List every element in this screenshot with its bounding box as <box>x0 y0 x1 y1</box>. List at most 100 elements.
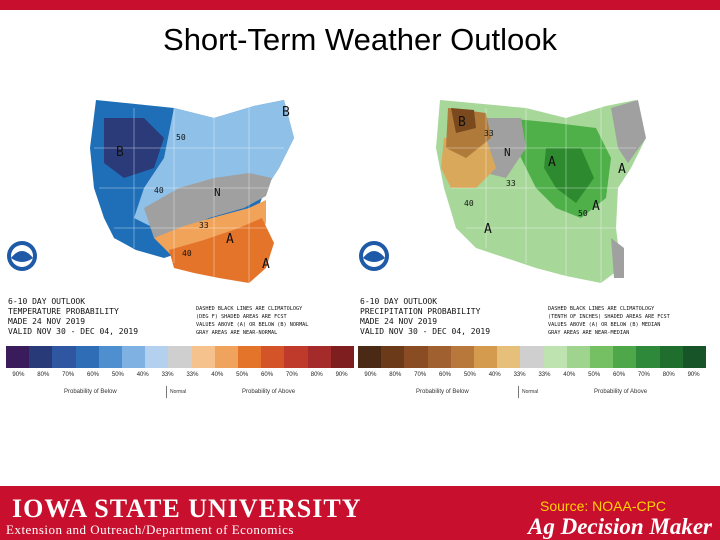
temp-map-label: A <box>226 232 234 247</box>
legend-percent: 50% <box>463 372 476 378</box>
legend-swatch <box>474 346 498 368</box>
precip-map-label: A <box>548 155 556 170</box>
legend-swatch <box>330 346 355 368</box>
legend-swatch <box>590 346 614 368</box>
precip-map-label: A <box>484 222 492 237</box>
legend-percent: 60% <box>613 372 626 378</box>
legend-swatch <box>261 346 285 368</box>
legend-above-label: Probability of Above <box>594 389 648 395</box>
brand-wordmark: Ag Decision Maker <box>528 514 712 539</box>
precip-header-line: MADE 24 NOV 2019 <box>360 317 437 326</box>
temp-region-near-normal <box>144 173 272 238</box>
legend-percent: 70% <box>285 372 298 378</box>
temp-map-label: 33 <box>199 221 209 230</box>
legend-percent: 33% <box>161 372 174 378</box>
legend-percent: 80% <box>662 372 675 378</box>
precip-map-label: 50 <box>578 209 588 218</box>
legend-percent: 60% <box>261 372 274 378</box>
legend-percent: 70% <box>62 372 75 378</box>
legend-percent: 90% <box>335 372 348 378</box>
noaa-logo-icon <box>7 241 37 271</box>
legend-percent: 50% <box>588 372 601 378</box>
precip-note-line: VALUES ABOVE (A) OR BELOW (B) MEDIAN <box>548 322 660 328</box>
temp-map-label: B <box>282 105 290 120</box>
legend-swatch <box>427 346 451 368</box>
legend-swatch <box>238 346 262 368</box>
footer-bar <box>0 486 720 540</box>
legend-percent: 50% <box>236 372 249 378</box>
legend-percent: 60% <box>87 372 100 378</box>
legend-percent: 80% <box>37 372 50 378</box>
precip-note-line: DASHED BLACK LINES ARE CLIMATOLOGY <box>548 306 655 312</box>
temp-map-label: 50 <box>176 133 186 142</box>
legend-swatch <box>6 346 30 368</box>
precip-header-line: VALID NOV 30 - DEC 04, 2019 <box>360 327 490 336</box>
legend-percent: 90% <box>364 372 377 378</box>
legend-swatch <box>381 346 405 368</box>
legend-percent: 40% <box>211 372 224 378</box>
temperature-outlook-map: B B A A N 50 40 33 40 6-10 DAY OUTLOOK T… <box>4 78 356 346</box>
legend-swatch <box>145 346 169 368</box>
precip-map-label: A <box>618 162 626 177</box>
legend-swatch <box>566 346 591 368</box>
legend-normal-label: Normal <box>522 389 539 395</box>
temp-note-line: GRAY AREAS ARE NEAR-NORMAL <box>196 330 277 336</box>
temp-map-label: 40 <box>182 249 192 258</box>
legend-percent: 40% <box>136 372 149 378</box>
temp-header-line: TEMPERATURE PROBABILITY <box>8 307 119 316</box>
legend-percent: 33% <box>538 372 551 378</box>
legend-swatch <box>191 346 215 368</box>
legend-percent: 40% <box>488 372 501 378</box>
precip-region-near-normal-east <box>611 100 646 163</box>
legend-percent: 60% <box>439 372 452 378</box>
noaa-logo-icon <box>359 241 389 271</box>
precip-header-line: PRECIPITATION PROBABILITY <box>360 307 481 316</box>
legend-swatch <box>682 346 707 368</box>
legend-swatch <box>307 346 331 368</box>
precip-region-near-normal-se <box>611 238 624 278</box>
precip-header-line: 6-10 DAY OUTLOOK <box>360 297 437 306</box>
legend-below-label: Probability of Below <box>64 389 117 395</box>
precip-region-below-dark <box>451 108 476 133</box>
legend-swatch <box>520 346 544 368</box>
precip-region-above-dark <box>544 148 594 203</box>
temp-map-label: A <box>262 257 270 272</box>
temp-note-line: DASHED BLACK LINES ARE CLIMATOLOGY <box>196 306 303 312</box>
legend-swatch <box>75 346 99 368</box>
precip-note-line: GRAY AREAS ARE NEAR-MEDIAN <box>548 330 629 336</box>
legend-percent: 90% <box>12 372 25 378</box>
page-title: Short-Term Weather Outlook <box>163 22 557 57</box>
temperature-legend-swatches <box>6 346 355 368</box>
department-name: Extension and Outreach/Department of Eco… <box>6 522 294 537</box>
legend-swatch <box>543 346 567 368</box>
legend-swatch <box>404 346 428 368</box>
precip-note-line: (TENTH OF INCHES) SHADED AREAS ARE FCST <box>548 314 670 320</box>
legend-swatch <box>636 346 660 368</box>
legend-swatch <box>613 346 637 368</box>
legend-divider <box>518 386 519 398</box>
legend-above-label: Probability of Above <box>242 389 296 395</box>
precip-map-label: 33 <box>506 179 516 188</box>
legend-swatch <box>358 346 382 368</box>
precip-map-label: A <box>592 199 600 214</box>
temp-map-label: N <box>214 186 221 199</box>
legend-percent: 50% <box>111 372 124 378</box>
precipitation-legend: 90% 80% 70% 60% 50% 40% 33% 33% 40% 50% 60% 70% 80% 9… <box>356 346 708 406</box>
temperature-legend: 90% 80% 70% 60% 50% 40% 33% 33% 40% 50% 60% 70% 80% 9… <box>4 346 356 406</box>
top-accent-bar <box>0 0 720 10</box>
temp-region-above-light <box>154 200 266 258</box>
legend-swatch <box>52 346 76 368</box>
legend-percent: 80% <box>389 372 402 378</box>
university-wordmark: IOWA STATE UNIVERSITY <box>12 494 362 523</box>
temp-note-line: VALUES ABOVE (A) OR BELOW (B) NORMAL <box>196 322 308 328</box>
temp-header-line: 6-10 DAY OUTLOOK <box>8 297 85 306</box>
legend-swatch <box>450 346 475 368</box>
temp-header-line: VALID NOV 30 - DEC 04, 2019 <box>8 327 138 336</box>
legend-normal-label: Normal <box>170 389 187 395</box>
precipitation-outlook-map: B N A A A A 33 40 50 33 6-10 DAY OUTLOOK… <box>356 78 708 346</box>
legend-percent: 90% <box>687 372 700 378</box>
legend-percent: 80% <box>310 372 323 378</box>
legend-swatch <box>284 346 308 368</box>
precip-map-label: 40 <box>464 199 474 208</box>
legend-swatch <box>659 346 683 368</box>
